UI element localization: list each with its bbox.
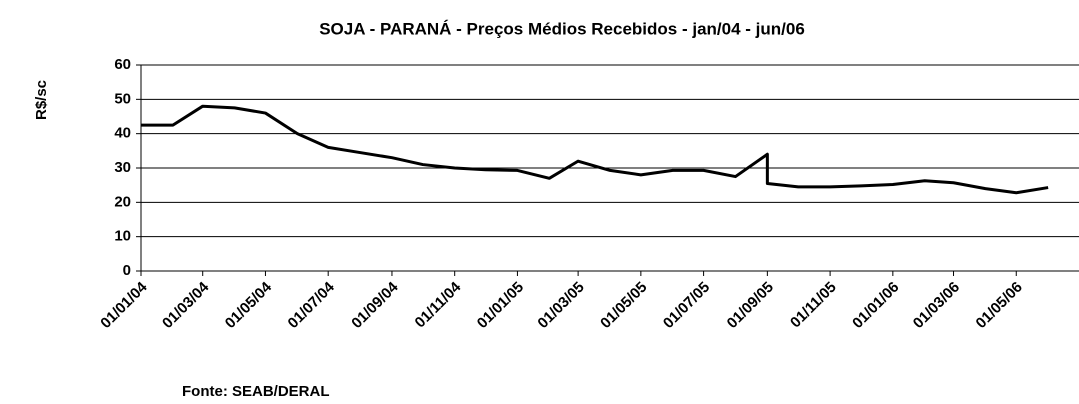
x-tick-label: 01/01/04 — [97, 278, 151, 332]
x-tick-label: 01/05/05 — [597, 279, 650, 332]
y-tick-label: 20 — [114, 193, 131, 210]
y-tick-label: 40 — [114, 125, 131, 142]
x-tick-label: 01/03/06 — [910, 279, 963, 332]
x-tick-label: 01/09/04 — [348, 278, 402, 332]
y-tick-label: 50 — [114, 90, 131, 107]
y-tick-label: 60 — [114, 56, 131, 73]
y-tick-label: 30 — [114, 159, 131, 176]
data-line — [141, 104, 1049, 195]
x-tick-label: 01/07/05 — [660, 279, 713, 332]
x-tick-label: 01/03/05 — [534, 279, 587, 332]
y-axis-label: R$/sc — [33, 80, 50, 120]
x-tick-label: 01/01/05 — [474, 279, 527, 332]
x-tick-label: 01/11/05 — [787, 279, 840, 332]
source-note: Fonte: SEAB/DERAL — [182, 383, 330, 400]
x-tick-label: 01/05/06 — [973, 279, 1026, 332]
x-tick-label: 01/11/04 — [412, 278, 465, 331]
x-tick-label: 01/09/05 — [724, 279, 777, 332]
x-tick-label: 01/07/04 — [285, 278, 339, 332]
x-tick-label: 01/03/04 — [159, 278, 213, 332]
x-tick-label: 01/05/04 — [222, 278, 276, 332]
chart-title: SOJA - PARANÁ - Preços Médios Recebidos … — [319, 19, 805, 38]
y-tick-label: 10 — [114, 228, 131, 245]
x-tick-label: 01/01/06 — [849, 279, 902, 332]
y-tick-label: 0 — [123, 262, 131, 279]
